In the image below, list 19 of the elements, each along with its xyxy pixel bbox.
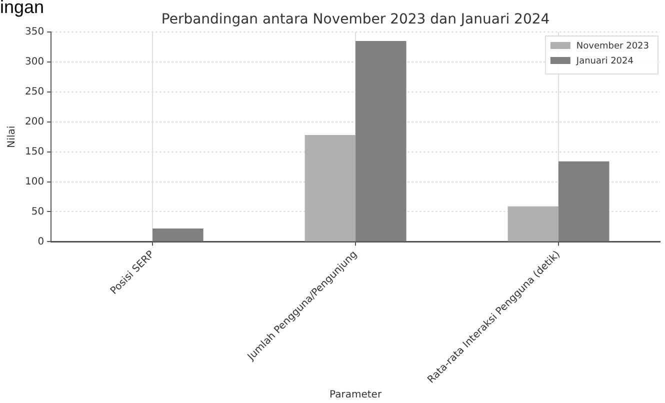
bar <box>508 206 559 242</box>
y-tick-label: 200 <box>24 116 44 128</box>
bar <box>304 135 356 242</box>
bar <box>356 40 406 242</box>
chart-title: Perbandingan antara November 2023 dan Januari 2024 <box>161 12 550 28</box>
y-tick-label: 300 <box>24 56 44 68</box>
text: ingan <box>0 0 44 17</box>
y-tick-label: 150 <box>24 146 44 158</box>
bar <box>152 228 204 242</box>
y-tick-label: 0 <box>38 236 44 248</box>
y-axis-title: Nilai <box>6 126 18 148</box>
y-tick-label: 100 <box>24 176 44 188</box>
y-tick-label: 50 <box>31 206 44 218</box>
x-axis-title: Parameter <box>330 390 382 401</box>
legend-label: November 2023 <box>576 41 650 52</box>
y-tick-label: 250 <box>24 86 44 98</box>
y-tick-label: 350 <box>24 26 44 38</box>
bar <box>558 161 610 242</box>
legend-label: Januari 2024 <box>575 56 634 66</box>
